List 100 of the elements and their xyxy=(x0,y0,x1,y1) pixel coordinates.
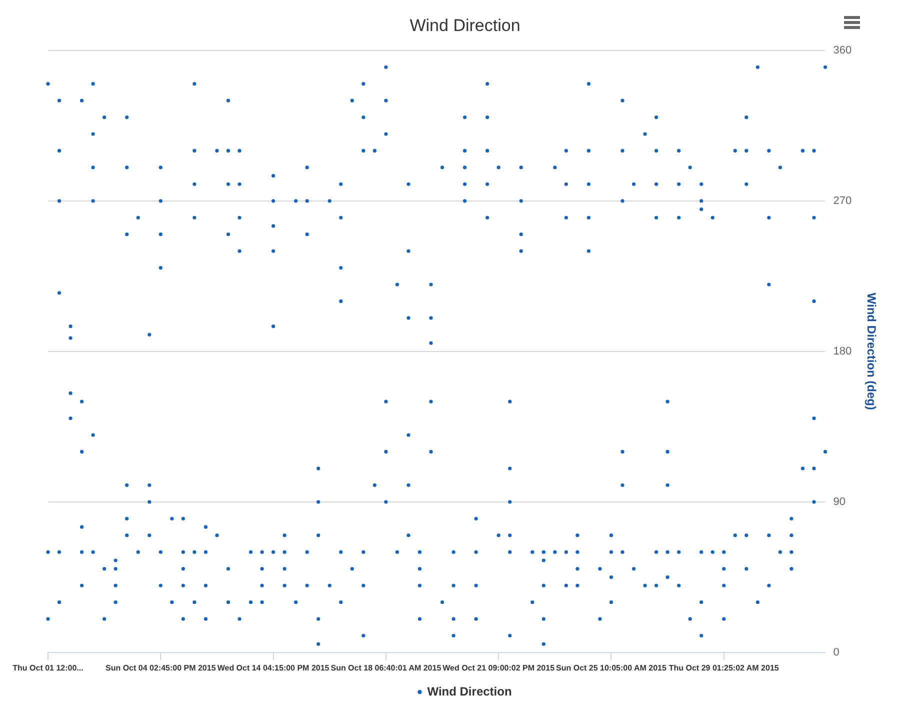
point xyxy=(666,550,670,554)
point xyxy=(418,566,422,571)
point xyxy=(260,600,264,604)
y-tick-label: 180 xyxy=(833,345,852,358)
point xyxy=(452,634,456,638)
point xyxy=(226,600,230,604)
point xyxy=(158,550,162,554)
point xyxy=(609,534,614,538)
point xyxy=(305,232,309,236)
point xyxy=(586,249,590,253)
point xyxy=(700,600,704,604)
point xyxy=(564,584,568,588)
point xyxy=(271,550,276,554)
point xyxy=(226,566,230,571)
point xyxy=(339,600,343,604)
point xyxy=(474,516,478,520)
point xyxy=(519,232,523,236)
point xyxy=(192,216,196,220)
y-axis-title: Wind Direction (deg) xyxy=(864,292,878,410)
y-tick-label: 360 xyxy=(833,44,852,56)
point xyxy=(271,224,276,228)
point xyxy=(91,199,95,203)
point xyxy=(812,416,816,420)
point xyxy=(564,216,568,220)
point xyxy=(282,566,286,571)
point xyxy=(148,332,152,336)
point xyxy=(654,584,658,588)
point xyxy=(406,316,410,320)
point xyxy=(620,450,624,454)
point xyxy=(812,500,816,504)
point xyxy=(68,416,72,420)
point xyxy=(452,617,456,621)
point xyxy=(57,199,62,203)
point xyxy=(700,550,704,554)
point xyxy=(586,182,590,186)
point xyxy=(362,550,366,554)
point xyxy=(384,400,388,404)
point xyxy=(271,249,276,253)
point xyxy=(744,182,748,186)
point xyxy=(339,299,343,304)
point xyxy=(576,534,580,538)
point xyxy=(271,324,276,328)
point xyxy=(91,433,95,437)
point xyxy=(68,391,72,396)
point xyxy=(542,550,546,554)
point xyxy=(158,266,162,270)
point xyxy=(722,617,726,621)
point xyxy=(767,584,771,588)
point xyxy=(586,216,590,220)
x-tick-label: Sun Oct 25 10:05:00 AM 2015 xyxy=(556,663,667,672)
point xyxy=(316,617,320,621)
point xyxy=(677,584,681,588)
point xyxy=(192,550,196,554)
point xyxy=(316,534,320,538)
point xyxy=(339,266,343,270)
point xyxy=(114,566,118,571)
point xyxy=(722,566,726,571)
point xyxy=(102,617,106,621)
point xyxy=(57,600,62,604)
point xyxy=(418,617,422,621)
y-tick-label: 270 xyxy=(833,194,852,207)
legend-label: Wind Direction xyxy=(427,684,512,698)
x-tick-label: Sun Oct 18 06:40:01 AM 2015 xyxy=(330,663,442,672)
point xyxy=(181,566,185,571)
point xyxy=(462,182,467,186)
x-tick-label: Thu Oct 29 01:25:02 AM 2015 xyxy=(668,663,780,672)
point xyxy=(91,550,95,554)
point xyxy=(429,450,433,454)
point xyxy=(406,433,410,437)
point xyxy=(508,634,512,638)
y-tick-label: 90 xyxy=(833,496,846,508)
point xyxy=(812,466,816,470)
point xyxy=(620,199,624,203)
point xyxy=(812,299,816,304)
point xyxy=(204,617,208,621)
point xyxy=(46,617,50,621)
x-tick-label: Wed Oct 21 09:00:02 PM 2015 xyxy=(442,663,556,672)
x-tick-label: Wed Oct 14 04:15:00 PM 2015 xyxy=(217,663,330,672)
point xyxy=(508,534,512,538)
point xyxy=(462,199,467,203)
point xyxy=(508,550,512,554)
point xyxy=(125,516,129,520)
point xyxy=(91,166,95,170)
point xyxy=(576,584,580,588)
point xyxy=(767,282,771,286)
point xyxy=(158,232,162,236)
point xyxy=(486,182,490,186)
point xyxy=(654,182,658,186)
point xyxy=(474,617,478,621)
point xyxy=(125,483,129,487)
point xyxy=(57,291,62,295)
point xyxy=(790,516,794,520)
point xyxy=(542,642,546,646)
point xyxy=(700,634,704,638)
point xyxy=(260,584,264,588)
point xyxy=(542,558,546,562)
point xyxy=(362,584,366,588)
point xyxy=(677,550,681,554)
point xyxy=(519,249,523,253)
point xyxy=(384,132,388,136)
